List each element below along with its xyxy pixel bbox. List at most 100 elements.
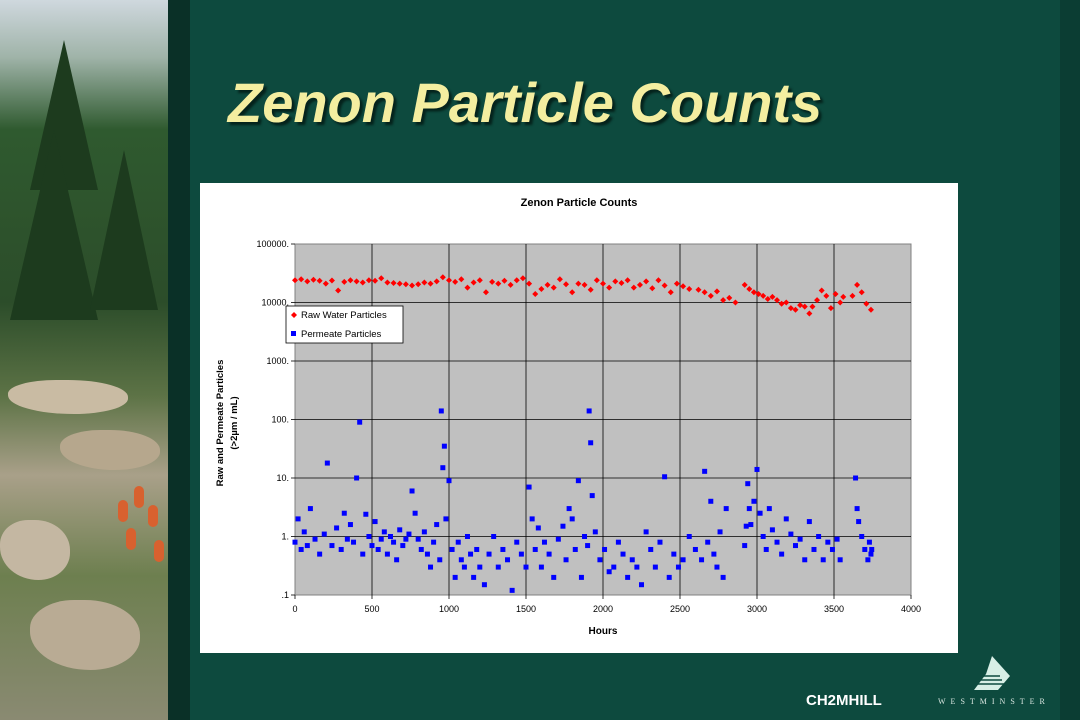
permeate-point — [500, 546, 506, 552]
permeate-point — [381, 529, 387, 535]
raw-water-point — [661, 282, 668, 289]
raw-water-point — [310, 276, 317, 283]
brand-westminster: WESTMINSTER — [938, 697, 1050, 706]
raw-water-point — [741, 281, 748, 288]
permeate-point — [324, 460, 330, 466]
y-tick-label: .1 — [281, 590, 289, 600]
permeate-point — [585, 543, 591, 549]
permeate-point — [394, 557, 400, 563]
raw-water-point — [858, 289, 865, 296]
permeate-point — [686, 534, 692, 539]
y-axis-label: Raw and Permeate Particles — [215, 360, 226, 487]
permeate-point — [754, 466, 760, 472]
permeate-point — [418, 546, 424, 552]
permeate-point — [702, 468, 708, 474]
permeate-point — [495, 564, 501, 570]
raw-water-point — [328, 277, 335, 284]
permeate-point — [560, 523, 566, 529]
permeate-point — [366, 534, 372, 539]
permeate-point — [535, 525, 541, 531]
permeate-point — [634, 564, 640, 570]
permeate-point — [363, 511, 369, 517]
permeate-point — [301, 529, 307, 535]
raw-water-point — [630, 284, 637, 291]
permeate-point — [862, 546, 868, 552]
raw-water-point — [732, 299, 739, 306]
x-tick-label: 2500 — [670, 604, 690, 614]
raw-water-point — [316, 277, 323, 284]
permeate-point — [854, 506, 860, 512]
permeate-point — [461, 564, 467, 570]
permeate-point — [760, 534, 766, 539]
permeate-point — [341, 510, 347, 516]
raw-water-point — [787, 305, 794, 312]
permeate-point — [464, 534, 470, 539]
raw-water-point — [569, 289, 576, 296]
permeate-point — [797, 536, 803, 542]
raw-water-point — [863, 300, 870, 307]
permeate-point — [714, 564, 720, 570]
raw-water-point — [439, 274, 446, 281]
raw-water-point — [746, 286, 753, 293]
rock-shape — [60, 430, 160, 470]
permeate-point — [675, 564, 681, 570]
permeate-point — [569, 516, 575, 522]
y-axis-label-units: (>2µm / mL) — [229, 396, 240, 449]
permeate-point — [588, 440, 594, 446]
permeate-point — [438, 408, 444, 414]
raw-water-point — [818, 287, 825, 294]
permeate-point — [788, 531, 794, 537]
legend-permeate-label: Permeate Particles — [301, 329, 382, 340]
raw-water-point — [396, 280, 403, 287]
raw-water-point — [563, 281, 570, 288]
permeate-point — [415, 536, 421, 542]
permeate-point — [816, 534, 822, 539]
raw-water-point — [446, 277, 452, 284]
permeate-point — [369, 543, 375, 549]
brand-ch2mhill: CH2MHILL — [806, 692, 882, 709]
permeate-point — [532, 546, 538, 552]
permeate-point — [625, 574, 631, 580]
y-tick-label: 100. — [271, 415, 289, 425]
permeate-point — [705, 539, 711, 545]
permeate-point — [652, 564, 658, 570]
right-stripe — [1060, 0, 1080, 720]
permeate-point — [578, 574, 584, 580]
raw-water-point — [415, 281, 422, 288]
permeate-point — [592, 529, 598, 535]
raw-water-point — [667, 289, 674, 296]
raw-water-point — [507, 281, 514, 288]
permeate-point — [505, 557, 511, 563]
x-tick-label: 1500 — [516, 604, 536, 614]
raw-water-point — [384, 279, 391, 286]
raw-water-point — [792, 306, 799, 313]
raw-water-point — [427, 280, 434, 287]
permeate-point — [657, 539, 663, 545]
permeate-point — [491, 534, 497, 539]
raw-water-point — [433, 278, 440, 285]
permeate-point — [582, 534, 588, 539]
permeate-point — [406, 531, 412, 537]
permeate-point — [449, 546, 455, 552]
permeate-point — [477, 564, 483, 570]
raw-water-point — [673, 280, 680, 287]
gridlines — [295, 244, 911, 595]
raw-water-point — [624, 277, 631, 284]
x-tick-label: 4000 — [901, 604, 921, 614]
permeate-point — [529, 516, 535, 522]
permeate-point — [825, 539, 831, 545]
permeate-point — [409, 488, 415, 494]
permeate-point — [443, 516, 449, 522]
flower-shape — [118, 500, 128, 522]
permeate-point — [597, 557, 603, 563]
raw-water-point — [409, 282, 416, 289]
raw-water-point — [655, 277, 662, 284]
permeate-point — [806, 519, 812, 525]
raw-water-point — [353, 278, 360, 285]
permeate-point — [589, 493, 595, 499]
raw-water-point — [806, 310, 813, 317]
x-axis-ticks: 0 500 1000 1500 2000 2500 3000 3500 4000 — [292, 595, 921, 614]
permeate-point — [321, 531, 327, 537]
permeate-point — [452, 574, 458, 580]
permeate-point — [723, 506, 729, 512]
